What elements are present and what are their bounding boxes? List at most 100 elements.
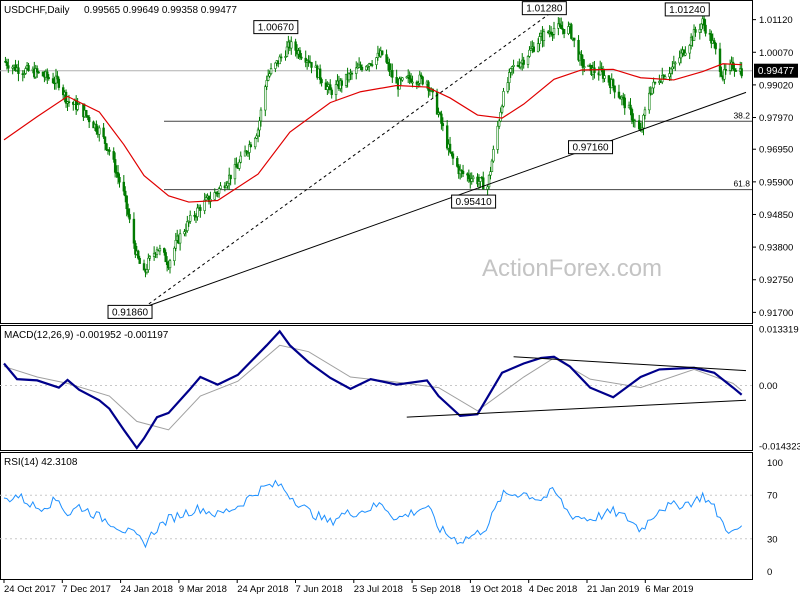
candle-body <box>401 77 404 81</box>
candle-body <box>207 195 211 203</box>
candle-body <box>731 61 735 69</box>
price-label-box <box>107 304 153 319</box>
candle-body <box>265 80 268 87</box>
candle-body <box>307 60 310 63</box>
candle-body <box>285 46 289 57</box>
candle-body <box>158 248 162 252</box>
candle-body <box>684 52 687 56</box>
candle-body <box>510 66 514 69</box>
x-tick-label: 19 Oct 2018 <box>470 584 522 595</box>
candle-body <box>470 178 473 182</box>
candle-body <box>56 75 59 80</box>
candle-body <box>173 247 176 262</box>
candle-body <box>102 127 105 138</box>
candle-body <box>183 231 186 235</box>
candle-body <box>486 186 489 190</box>
trend-layer <box>143 14 747 308</box>
candle-body <box>334 84 338 95</box>
candle-body <box>225 185 228 189</box>
candle-body <box>279 56 283 59</box>
candle-body <box>633 120 637 122</box>
candle-body <box>148 256 152 259</box>
candle-body <box>113 159 117 173</box>
candle-body <box>388 63 391 72</box>
candle-body <box>560 24 563 29</box>
candle-body <box>629 104 632 110</box>
candle-body <box>340 80 343 86</box>
candle-body <box>4 60 7 63</box>
candle-body <box>698 29 702 33</box>
candle-body <box>187 221 190 223</box>
macd-layer <box>3 329 747 450</box>
macd-signal-line <box>3 344 742 431</box>
candle-body <box>324 82 328 90</box>
x-tick-label: 6 Mar 2019 <box>645 584 693 595</box>
candle-body <box>652 81 655 89</box>
candle-body <box>668 73 671 78</box>
candle-body <box>226 182 229 187</box>
candle-body <box>155 249 159 255</box>
candle-body <box>441 123 445 127</box>
macd-y-tick-label: 0.00 <box>759 381 778 392</box>
price-label-text: 0.91860 <box>112 307 149 318</box>
candle-body <box>512 65 515 67</box>
candle-body <box>359 64 362 68</box>
rsi-y-tick-label: 70 <box>767 491 778 502</box>
price-label-box <box>568 140 614 155</box>
candle-body <box>24 68 27 74</box>
candle-body <box>67 101 71 103</box>
candle-body <box>642 114 645 129</box>
candle-body <box>466 173 469 176</box>
candle-body <box>34 68 37 78</box>
candle-body <box>482 177 485 190</box>
candle-body <box>366 66 369 68</box>
candle-body <box>365 66 368 71</box>
candle-body <box>203 199 206 211</box>
candle-body <box>542 31 546 41</box>
price-label-text: 1.00670 <box>258 23 295 34</box>
fib-level-label: 61.8 <box>733 179 750 189</box>
candle-body <box>204 197 208 201</box>
candle-body <box>713 40 716 44</box>
candle-body <box>682 49 686 56</box>
candle-body <box>438 112 442 115</box>
candle-body <box>557 23 560 29</box>
candle-body <box>95 123 98 132</box>
candle-body <box>196 207 199 217</box>
candle-body <box>567 26 570 34</box>
candle-body <box>350 72 354 75</box>
candle-body <box>509 68 512 73</box>
candle-body <box>398 78 401 90</box>
ma-layer <box>3 63 742 203</box>
candle-body <box>77 103 81 106</box>
label-layer: 1.00670 1.01280 1.01240 0.91860 0.95410 0.971… <box>107 1 798 319</box>
candle-body <box>256 129 260 137</box>
candle-body <box>506 82 510 92</box>
candle-body <box>278 56 281 65</box>
rsi-y-tick-label: 100 <box>767 458 783 469</box>
rsi-title: RSI(14) 42.3108 <box>4 457 78 468</box>
candle-body <box>41 71 45 77</box>
candle-body <box>672 62 676 68</box>
candle-body <box>476 176 479 185</box>
candle-body <box>178 233 182 244</box>
candle-body <box>714 43 717 50</box>
candle-body <box>562 29 566 34</box>
candle-body <box>125 195 128 210</box>
candle-body <box>329 84 332 91</box>
candle-body <box>112 151 115 160</box>
macd-trendline <box>406 399 747 418</box>
candle-body <box>395 77 398 84</box>
candle-body <box>126 208 130 215</box>
candle-body <box>47 77 50 79</box>
candle-body <box>603 75 606 79</box>
candle-body <box>360 66 364 71</box>
candle-body <box>243 150 247 157</box>
candle-body <box>458 169 462 175</box>
price-y-tick-label: 0.92750 <box>759 275 793 286</box>
candle-body <box>86 115 89 118</box>
candle-body <box>269 68 273 75</box>
price-y-tick-label: 0.99020 <box>759 80 793 91</box>
candle-body <box>723 69 726 80</box>
